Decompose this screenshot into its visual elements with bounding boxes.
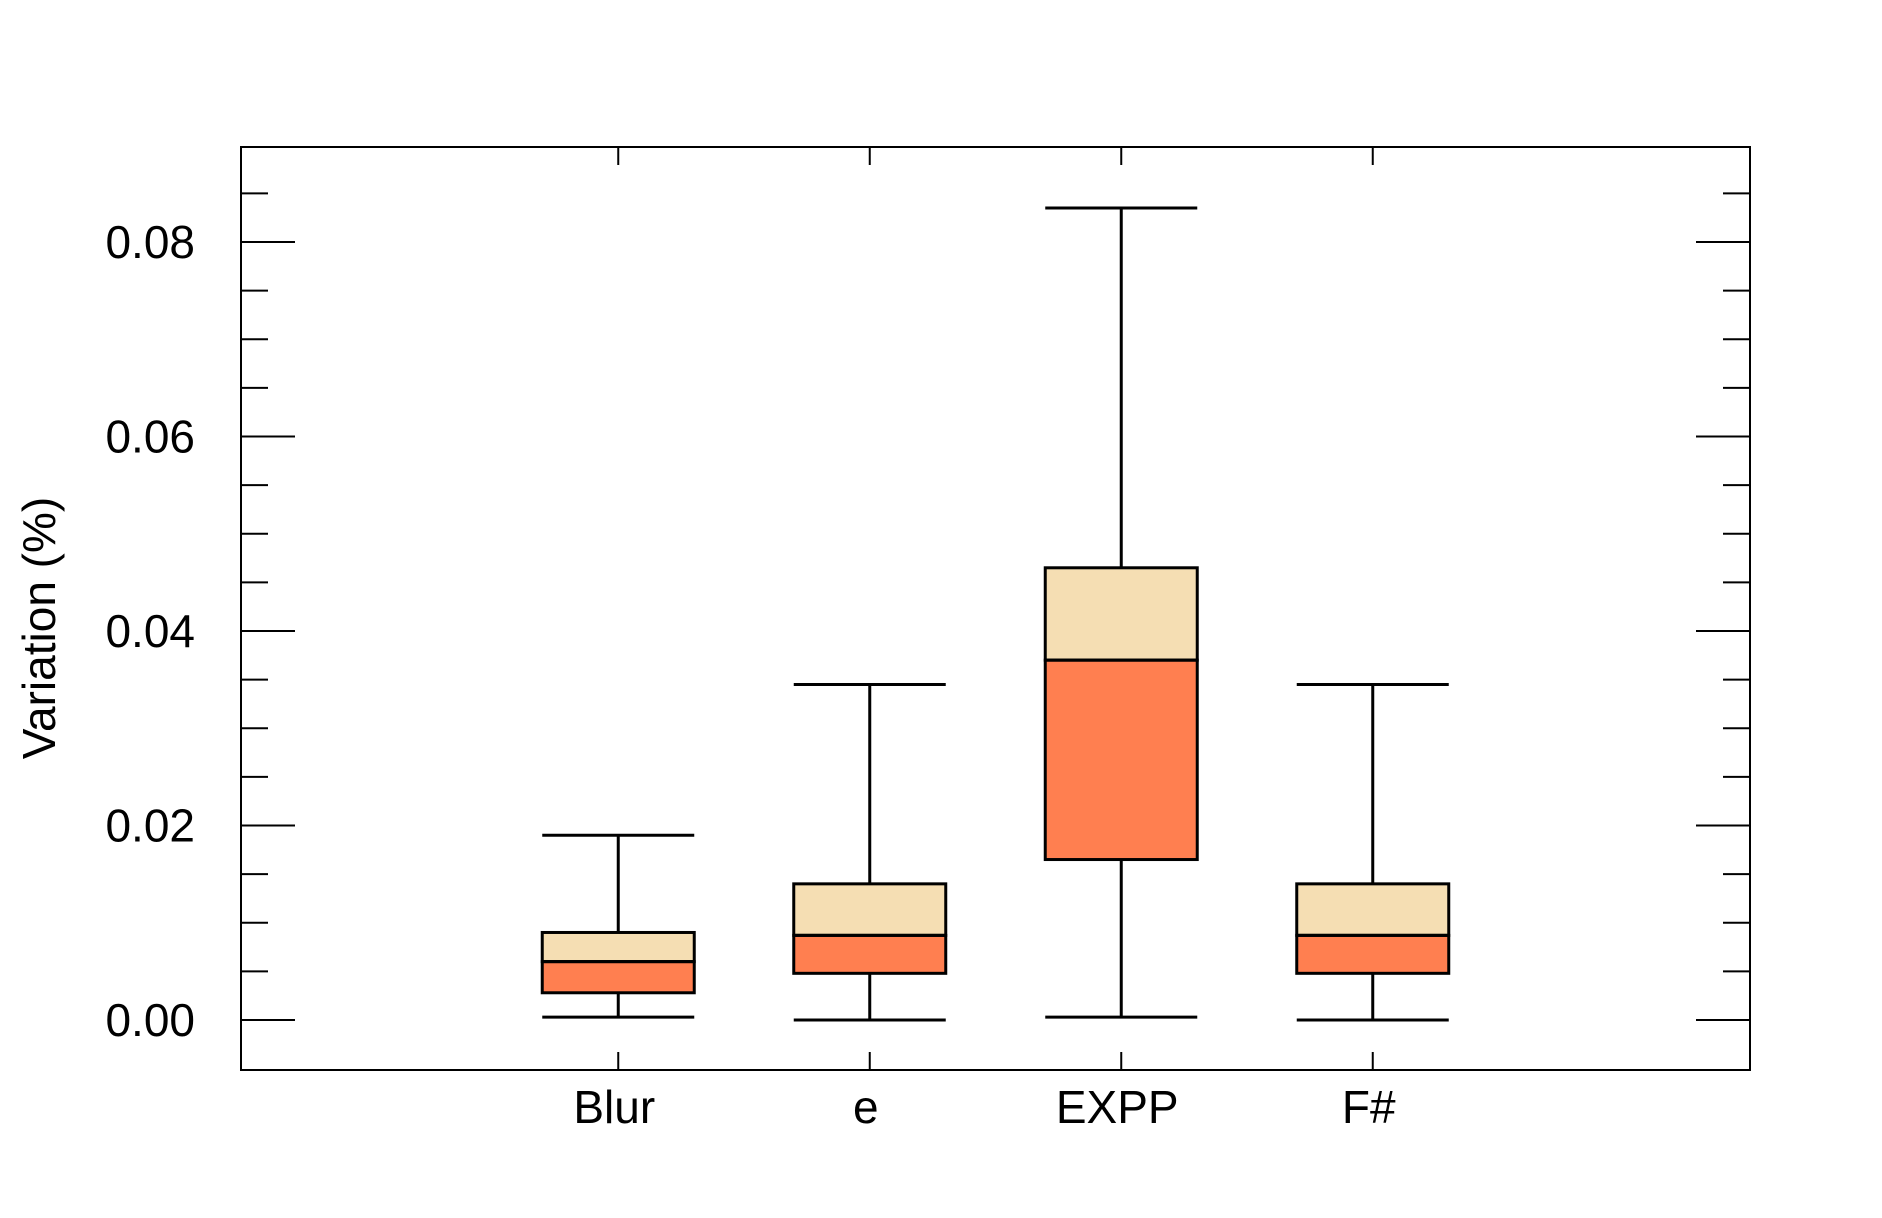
- lower-box: [1295, 933, 1451, 975]
- x-tick-label: EXPP: [1056, 1081, 1179, 1133]
- axis-ticks: [241, 147, 1750, 1070]
- lower-box: [1043, 658, 1199, 862]
- y-tick-label: 0.00: [105, 994, 195, 1046]
- y-tick-label: 0.02: [105, 800, 195, 852]
- box-item: [540, 833, 696, 1019]
- x-tick-label: Blur: [573, 1081, 655, 1133]
- upper-box: [1295, 882, 1451, 937]
- lower-box: [540, 960, 696, 995]
- box-item: [792, 682, 948, 1022]
- y-tick-label: 0.06: [105, 411, 195, 463]
- upper-box: [540, 930, 696, 964]
- upper-box: [1043, 566, 1199, 662]
- x-tick-label: e: [853, 1081, 879, 1133]
- lower-box: [792, 933, 948, 975]
- box-item: [1043, 206, 1199, 1019]
- x-tick-label: F#: [1342, 1081, 1396, 1133]
- y-axis-title: Variation (%): [13, 497, 65, 759]
- y-tick-label: 0.08: [105, 216, 195, 268]
- axis-labels: 0.00 0.02 0.04 0.06 0.08 Blur e EXPP F#: [105, 216, 1396, 1133]
- y-tick-label: 0.04: [105, 605, 195, 657]
- plot-frame: [240, 146, 1751, 1071]
- upper-box: [792, 882, 948, 937]
- box-item: [1295, 682, 1451, 1022]
- box-series: [540, 206, 1451, 1022]
